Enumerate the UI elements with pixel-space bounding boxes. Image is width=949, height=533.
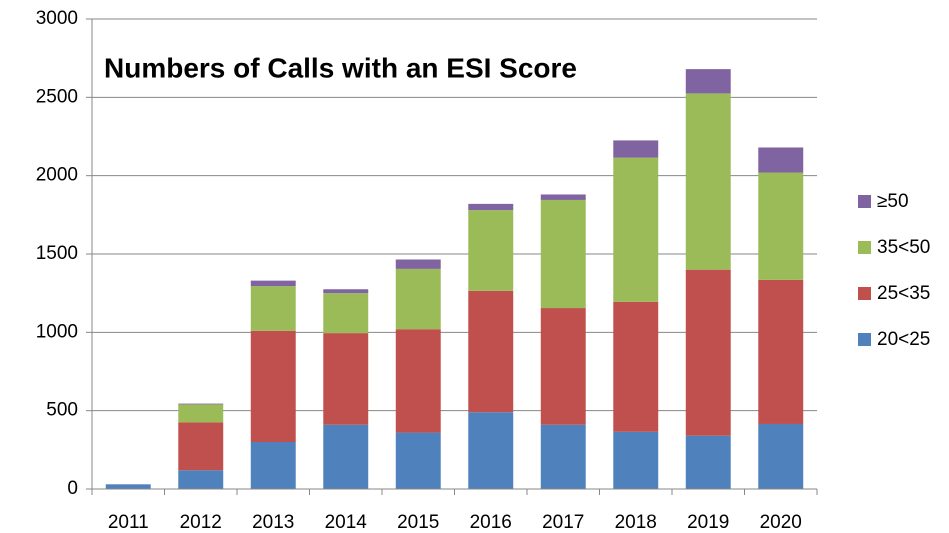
bar-segment <box>685 269 731 436</box>
y-tick-label: 500 <box>46 400 78 421</box>
bar-segment <box>540 199 586 309</box>
bar-segment <box>758 279 804 424</box>
bar-segment <box>395 329 441 433</box>
bar-segment <box>468 412 514 489</box>
bar-segment <box>323 333 369 425</box>
y-tick-label: 2000 <box>36 165 78 186</box>
bar-segment <box>540 424 586 489</box>
y-tick-label: 3000 <box>36 8 78 29</box>
y-tick-label: 1500 <box>36 243 78 264</box>
bar-segment <box>250 330 296 442</box>
bar-segment <box>178 404 224 423</box>
bar-segment <box>395 268 441 330</box>
bar-segment <box>250 442 296 489</box>
bar-segment <box>178 403 224 405</box>
bar-segment <box>323 289 369 294</box>
x-tick-label: 2015 <box>397 512 439 533</box>
x-tick-label: 2014 <box>325 512 368 533</box>
x-tick-label: 2013 <box>252 512 294 533</box>
legend-label: 20<25 <box>877 329 930 350</box>
bar-segment <box>685 93 731 270</box>
legend-label: ≥50 <box>877 191 909 212</box>
bar-segment <box>613 157 659 302</box>
x-tick-label: 2011 <box>108 512 149 533</box>
bar-segment <box>540 308 586 425</box>
legend-swatch <box>858 195 871 208</box>
bar-segment <box>323 424 369 489</box>
bar-segment <box>758 147 804 173</box>
legend-swatch <box>858 241 871 254</box>
bar-segment <box>250 280 296 287</box>
bar-segment <box>758 172 804 280</box>
chart-title: Numbers of Calls with an ESI Score <box>104 52 577 83</box>
bar-segment <box>613 140 659 158</box>
bar-segment <box>468 290 514 413</box>
bar-segment <box>395 259 441 269</box>
x-tick-label: 2019 <box>687 512 729 533</box>
legend-swatch <box>858 333 871 346</box>
legend-label: 25<35 <box>877 283 930 304</box>
bar-segment <box>250 286 296 331</box>
legend-swatch <box>858 287 871 300</box>
bar-segment <box>540 194 586 200</box>
x-tick-label: 2017 <box>542 512 584 533</box>
y-tick-label: 2500 <box>36 86 78 107</box>
bar-segment <box>323 293 369 334</box>
y-tick-label: 0 <box>67 478 78 499</box>
bar-segment <box>468 203 514 211</box>
bar-segment <box>758 423 804 489</box>
bar-segment <box>468 210 514 291</box>
x-tick-label: 2020 <box>760 512 802 533</box>
x-tick-label: 2018 <box>615 512 657 533</box>
x-tick-label: 2016 <box>470 512 512 533</box>
y-tick-label: 1000 <box>36 321 78 342</box>
bar-segment <box>685 435 731 489</box>
bar-segment <box>613 301 659 432</box>
bar-segment <box>178 470 224 489</box>
bar-segment <box>613 431 659 489</box>
bar-segment <box>685 69 731 94</box>
x-tick-label: 2012 <box>180 512 222 533</box>
bar-segment <box>395 432 441 489</box>
legend-label: 35<50 <box>877 237 930 258</box>
bar-segment <box>178 422 224 471</box>
bar-segment <box>105 484 151 489</box>
